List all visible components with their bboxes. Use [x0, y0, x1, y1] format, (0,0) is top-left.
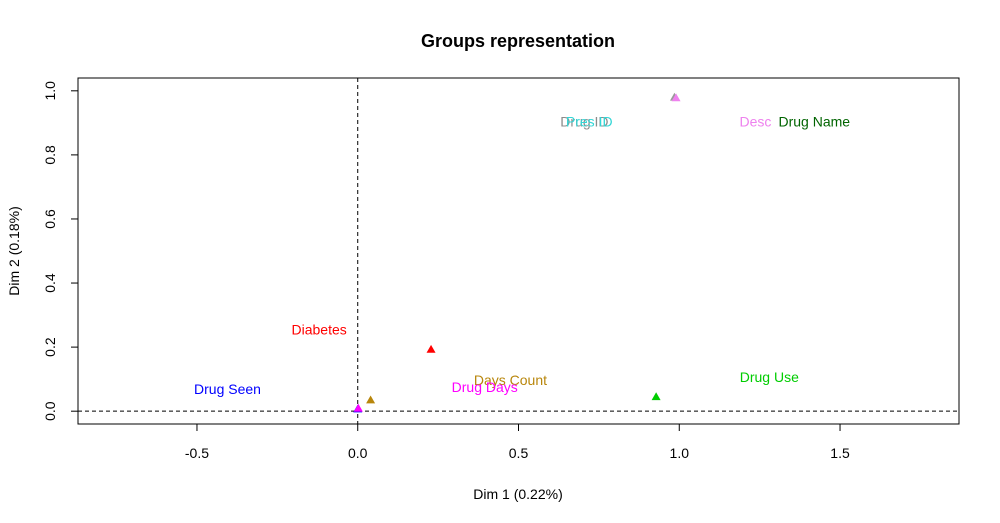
x-axis: -0.5 0.0 0.5 1.0 1.5	[185, 423, 850, 461]
chart-title: Groups representation	[421, 31, 615, 51]
point-label: Drug Days	[452, 379, 518, 395]
y-tick-label: 0.0	[42, 401, 58, 421]
data-point	[353, 403, 363, 412]
y-axis-title: Dim 2 (0.18%)	[6, 206, 22, 295]
point-label: Drug ID	[560, 113, 608, 129]
x-tick-label: 1.5	[830, 445, 850, 461]
data-points	[353, 92, 681, 413]
data-point	[651, 392, 661, 401]
point-label: Drug Seen	[194, 381, 261, 397]
point-label: Desc	[740, 113, 772, 129]
x-axis-title: Dim 1 (0.22%)	[473, 486, 562, 502]
reference-lines	[78, 78, 959, 424]
x-tick-label: 1.0	[670, 445, 690, 461]
y-axis: 0.0 0.2 0.4 0.6 0.8 1.0	[42, 81, 79, 421]
y-tick-label: 0.2	[42, 337, 58, 357]
x-tick-label: -0.5	[185, 445, 209, 461]
x-tick-label: 0.5	[509, 445, 529, 461]
y-tick-label: 0.8	[42, 145, 58, 165]
point-label: Diabetes	[292, 321, 347, 337]
point-label: Days Count	[474, 372, 547, 388]
y-tick-label: 1.0	[42, 81, 58, 101]
x-tick-label: 0.0	[348, 445, 368, 461]
y-tick-label: 0.4	[42, 273, 58, 293]
y-tick-label: 0.6	[42, 209, 58, 229]
point-label: Drug Name	[779, 113, 851, 129]
data-point	[426, 344, 436, 353]
point-label: Drug Use	[740, 369, 799, 385]
data-point	[671, 93, 681, 102]
data-point	[366, 395, 376, 404]
point-label: Pres ID	[566, 113, 613, 129]
